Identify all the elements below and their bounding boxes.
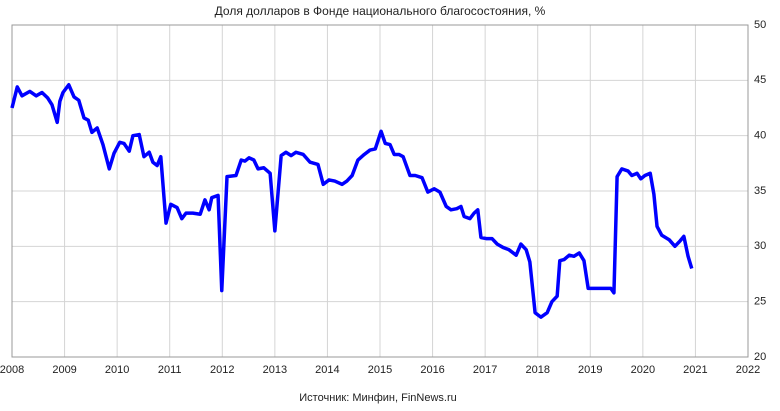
x-tick-label: 2016 — [420, 364, 444, 376]
data-line — [10, 83, 694, 319]
y-tick-label: 50 — [754, 19, 766, 31]
x-tick-label: 2022 — [736, 364, 760, 376]
x-tick-label: 2009 — [52, 364, 76, 376]
x-tick-label: 2018 — [525, 364, 549, 376]
x-tick-label: 2021 — [683, 364, 707, 376]
y-tick-label: 30 — [754, 240, 766, 252]
y-tick-label: 45 — [754, 74, 766, 86]
y-tick-label: 40 — [754, 130, 766, 142]
x-tick-label: 2012 — [210, 364, 234, 376]
x-tick-label: 2010 — [105, 364, 129, 376]
x-tick-label: 2020 — [631, 364, 655, 376]
plot-border — [11, 24, 749, 358]
x-tick-label: 2013 — [263, 364, 287, 376]
x-tick-label: 2017 — [473, 364, 497, 376]
chart-title: Доля долларов в Фонде национального благ… — [215, 4, 546, 18]
y-tick-label: 20 — [754, 351, 766, 363]
x-tick-label: 2015 — [368, 364, 392, 376]
source: Источник: Минфин, FinNews.ru — [299, 392, 456, 404]
x-tick-label: 2014 — [315, 364, 339, 376]
y-tick-label: 25 — [754, 296, 766, 308]
x-tick-label: 2019 — [578, 364, 602, 376]
x-tick-label: 2011 — [158, 364, 182, 376]
y-tick-label: 35 — [754, 185, 766, 197]
x-tick-label: 2008 — [0, 364, 24, 376]
